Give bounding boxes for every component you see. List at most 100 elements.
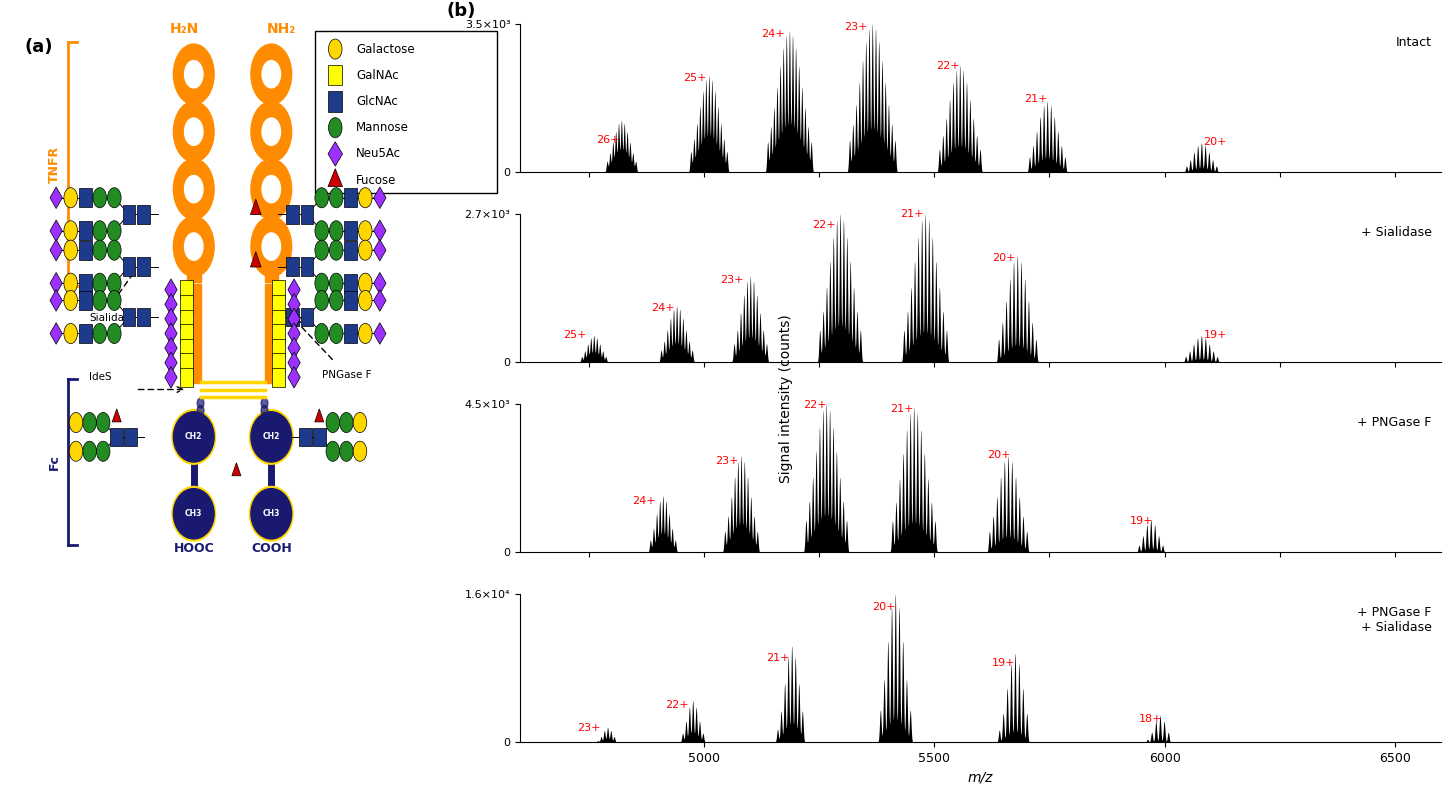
Circle shape	[93, 290, 107, 310]
Polygon shape	[314, 409, 324, 422]
Circle shape	[329, 39, 342, 59]
Polygon shape	[165, 308, 177, 330]
Bar	[80, 222, 91, 240]
Circle shape	[93, 221, 107, 241]
Text: GlcNAc: GlcNAc	[356, 95, 398, 108]
Circle shape	[64, 221, 78, 241]
Circle shape	[83, 441, 97, 461]
Bar	[123, 257, 135, 276]
Circle shape	[174, 159, 214, 219]
Circle shape	[314, 240, 329, 260]
Bar	[187, 284, 201, 383]
Bar	[180, 354, 193, 372]
Bar	[180, 280, 193, 299]
Circle shape	[262, 176, 281, 203]
Circle shape	[326, 413, 340, 433]
Bar	[300, 428, 311, 446]
Circle shape	[330, 188, 343, 207]
Bar	[272, 280, 285, 299]
Circle shape	[326, 441, 340, 461]
Ellipse shape	[172, 409, 216, 464]
Text: 21+: 21+	[766, 654, 789, 663]
Circle shape	[64, 323, 78, 343]
Polygon shape	[288, 338, 300, 359]
Text: 25+: 25+	[683, 73, 707, 83]
Text: (b): (b)	[446, 2, 476, 20]
Bar	[272, 310, 285, 328]
Bar	[287, 205, 298, 223]
Bar	[80, 274, 91, 293]
Polygon shape	[288, 366, 300, 388]
Circle shape	[197, 405, 204, 415]
Bar	[138, 307, 149, 326]
Text: CH3: CH3	[185, 509, 203, 518]
Ellipse shape	[251, 488, 291, 539]
Bar	[80, 324, 91, 343]
Circle shape	[314, 290, 329, 310]
Bar	[123, 307, 135, 326]
Circle shape	[330, 221, 343, 241]
Text: 24+: 24+	[633, 496, 656, 506]
Circle shape	[93, 323, 107, 343]
Polygon shape	[288, 352, 300, 373]
Polygon shape	[165, 322, 177, 344]
Circle shape	[340, 413, 353, 433]
Text: 20+: 20+	[1203, 137, 1226, 147]
Ellipse shape	[172, 487, 216, 541]
Polygon shape	[288, 294, 300, 315]
Circle shape	[262, 233, 281, 260]
Polygon shape	[374, 290, 387, 311]
Text: COOH: COOH	[251, 542, 291, 555]
Text: 18+: 18+	[1140, 713, 1163, 724]
Circle shape	[83, 413, 97, 433]
Bar	[265, 284, 278, 383]
Text: H₂N: H₂N	[169, 22, 198, 36]
Circle shape	[64, 188, 78, 207]
Polygon shape	[251, 200, 261, 215]
Text: 24+: 24+	[762, 29, 785, 39]
Text: 19+: 19+	[992, 658, 1015, 668]
Circle shape	[340, 441, 353, 461]
Circle shape	[251, 44, 291, 105]
Circle shape	[314, 221, 329, 241]
Text: NH₂: NH₂	[266, 22, 295, 36]
Circle shape	[359, 290, 372, 310]
Circle shape	[97, 441, 110, 461]
Circle shape	[262, 61, 281, 88]
Polygon shape	[374, 272, 387, 294]
Circle shape	[330, 323, 343, 343]
Circle shape	[251, 101, 291, 162]
Bar	[329, 65, 342, 85]
Polygon shape	[329, 142, 343, 166]
Polygon shape	[288, 308, 300, 330]
Circle shape	[359, 273, 372, 294]
Text: (a): (a)	[25, 38, 52, 57]
Circle shape	[197, 398, 204, 408]
Text: 20+: 20+	[988, 450, 1011, 460]
Bar	[123, 205, 135, 223]
Text: Fucose: Fucose	[356, 174, 397, 187]
Text: 21+: 21+	[899, 209, 924, 219]
Circle shape	[329, 117, 342, 138]
Ellipse shape	[249, 409, 292, 464]
Bar	[272, 354, 285, 372]
Text: 25+: 25+	[563, 330, 586, 340]
Polygon shape	[51, 220, 62, 242]
Text: 22+: 22+	[812, 220, 835, 231]
Circle shape	[64, 240, 78, 260]
Bar	[313, 428, 326, 446]
Bar	[110, 428, 123, 446]
Circle shape	[93, 240, 107, 260]
Polygon shape	[374, 239, 387, 261]
Polygon shape	[51, 187, 62, 208]
Polygon shape	[288, 322, 300, 344]
Text: 21+: 21+	[1024, 94, 1047, 105]
Bar	[345, 241, 358, 259]
Bar	[287, 257, 298, 276]
Circle shape	[107, 240, 122, 260]
Text: Galactose: Galactose	[356, 42, 414, 56]
Circle shape	[330, 290, 343, 310]
Ellipse shape	[249, 487, 292, 541]
Bar	[345, 188, 358, 207]
Text: 22+: 22+	[802, 401, 827, 410]
